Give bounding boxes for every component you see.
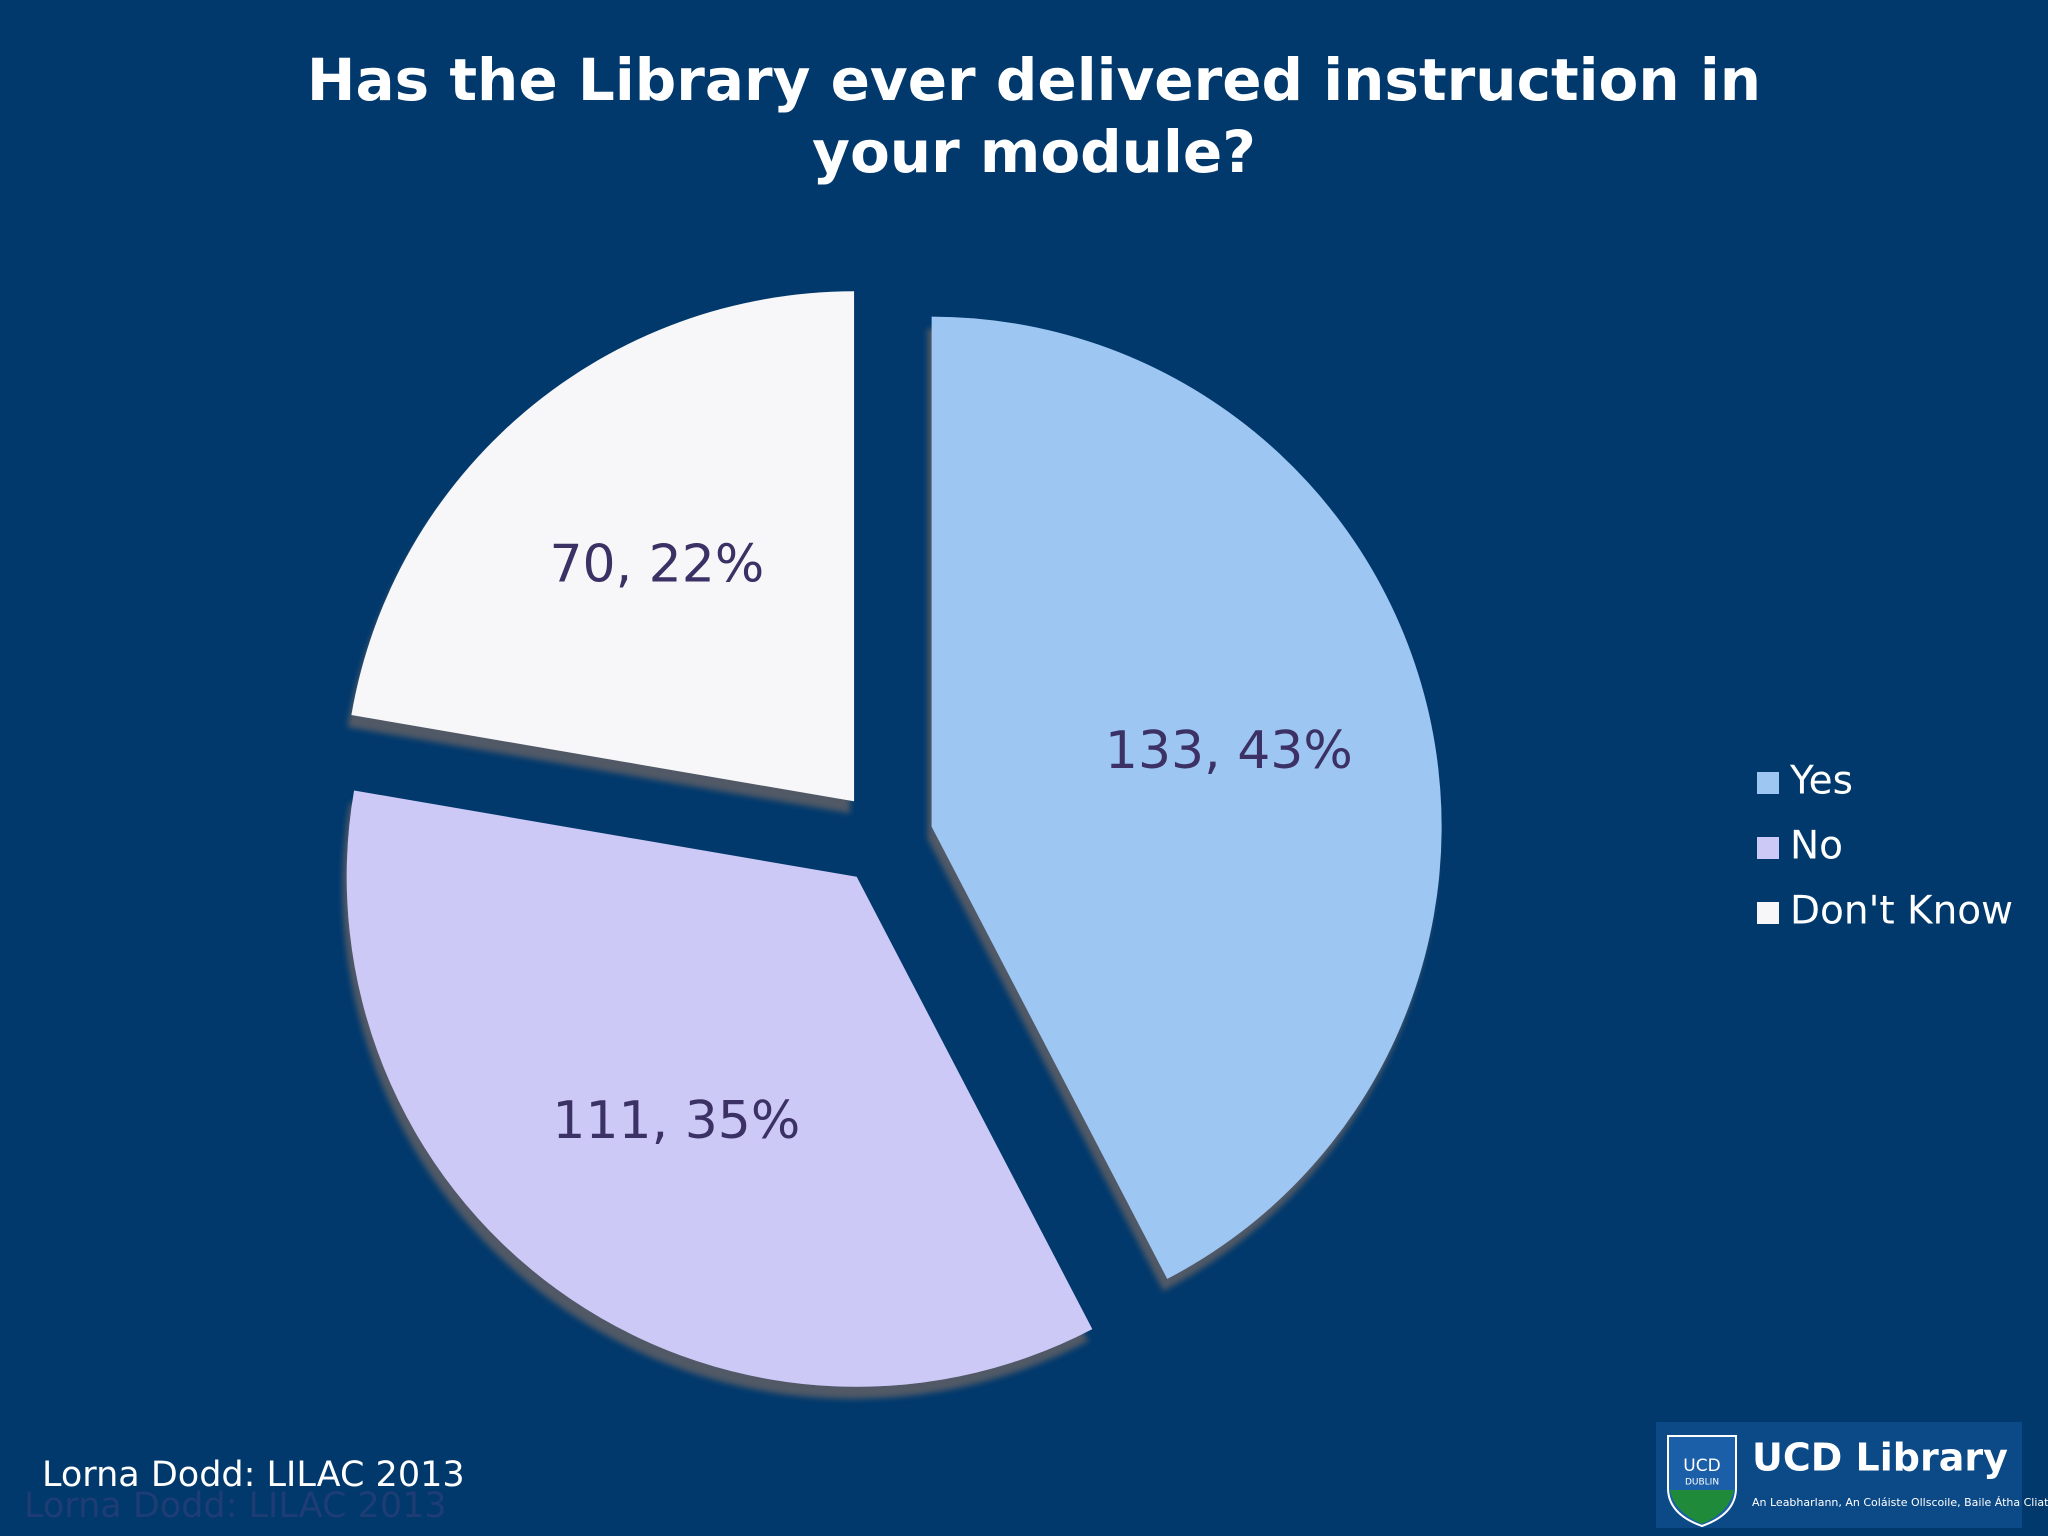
footer: Lorna Dodd: LILAC 2013 [42,1455,465,1495]
pie [346,291,1442,1387]
logo-subtitle: An Leabharlann, An Coláiste Ollscoile, B… [1752,1496,2048,1509]
legend-swatch [1757,902,1779,924]
legend: Yes No Don't Know [1757,759,2013,934]
logo-title: UCD Library [1752,1436,2008,1480]
legend-label: No [1790,824,1843,869]
data-label: 111, 35% [552,1091,800,1151]
legend-swatch [1757,837,1779,859]
pie-slice [351,291,855,802]
footer-ghost: Lorna Dodd: LILAC 2013 [24,1486,447,1526]
crest-text: UCD [1683,1456,1720,1476]
legend-label: Yes [1789,759,1853,804]
legend-swatch [1757,772,1779,794]
pie-slice [931,316,1442,1279]
legend-label: Don't Know [1790,889,2013,934]
crest-text: DUBLIN [1685,1478,1719,1488]
data-label: 133, 43% [1105,721,1353,781]
pie-labels: 133, 43% 111, 35% 70, 22% [549,534,1352,1151]
logo: UCD DUBLIN UCD Library An Leabharlann, A… [1656,1422,2048,1528]
data-label: 70, 22% [549,534,764,594]
pie-slice [346,790,1093,1387]
crest-base [1670,1490,1734,1524]
chart-title: Has the Library ever delivered instructi… [306,46,1762,186]
